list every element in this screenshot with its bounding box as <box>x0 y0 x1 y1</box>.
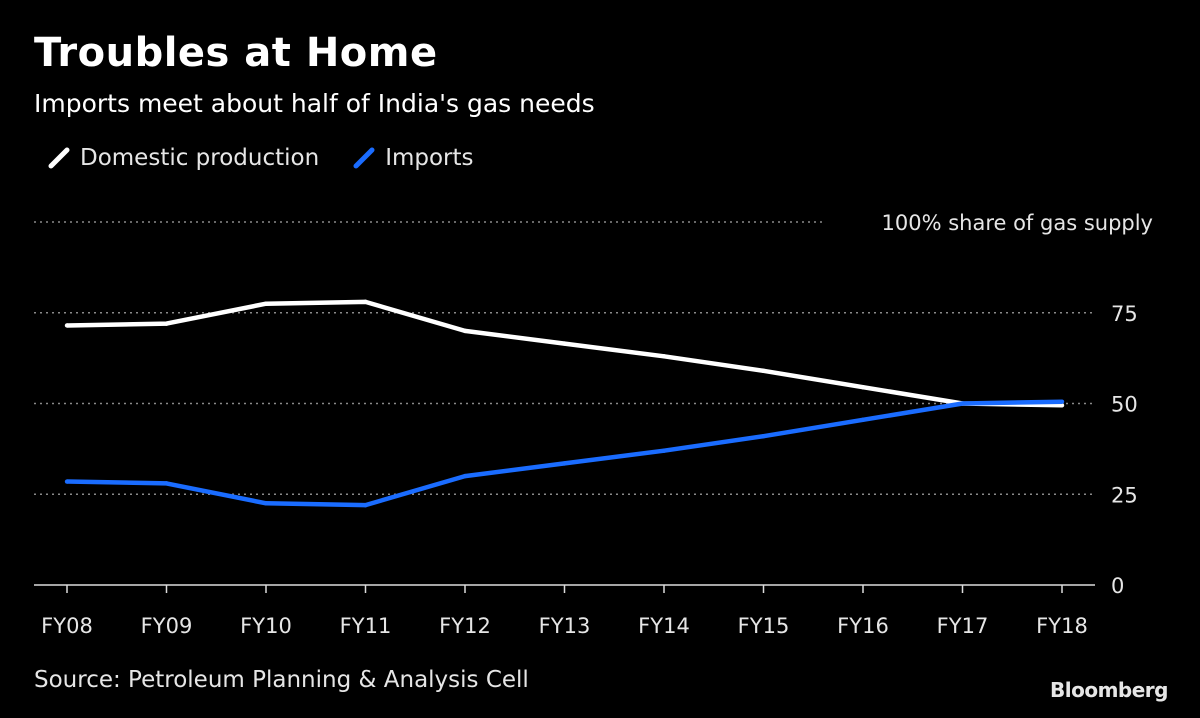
x-tick-label-FY17: FY17 <box>937 614 989 638</box>
x-tick-label-FY15: FY15 <box>738 614 790 638</box>
data-point-imports-FY09 <box>164 481 169 486</box>
series-line-imports <box>66 399 1063 508</box>
x-tick-label-FY11: FY11 <box>340 614 392 638</box>
x-tick-label-FY10: FY10 <box>240 614 292 638</box>
x-tick-label-FY16: FY16 <box>837 614 889 638</box>
data-point-imports-FY16 <box>860 417 866 423</box>
x-tick-label-FY09: FY09 <box>141 614 193 638</box>
legend-item-imports: Imports <box>353 145 474 171</box>
y-axis-label: 100% share of gas supply <box>881 211 1153 235</box>
data-point-domestic-production-FY13 <box>562 341 567 346</box>
chart-subtitle: Imports meet about half of India's gas n… <box>34 89 595 118</box>
data-point-domestic-production-FY10 <box>263 301 269 306</box>
data-point-imports-FY11 <box>363 502 368 508</box>
y-tick-label-0: 0 <box>1111 574 1124 598</box>
data-point-imports-FY18 <box>1059 399 1065 404</box>
x-tick-label-FY13: FY13 <box>539 614 591 638</box>
data-point-domestic-production-FY09 <box>164 321 169 326</box>
data-point-domestic-production-FY08 <box>64 323 70 328</box>
y-tick-label-25: 25 <box>1111 483 1138 507</box>
data-point-imports-FY15 <box>761 433 766 439</box>
x-tick-label-FY14: FY14 <box>638 614 690 638</box>
data-point-imports-FY12 <box>462 473 468 479</box>
data-point-domestic-production-FY11 <box>363 299 368 305</box>
y-tick-label-75: 75 <box>1111 302 1138 326</box>
x-tick-label-FY08: FY08 <box>41 614 93 638</box>
data-point-imports-FY14 <box>661 448 667 453</box>
data-point-domestic-production-FY18 <box>1059 403 1065 408</box>
data-point-imports-FY17 <box>960 401 965 406</box>
data-point-imports-FY08 <box>64 479 70 484</box>
legend-swatch-imports <box>353 147 375 169</box>
data-point-domestic-production-FY16 <box>860 384 866 390</box>
data-point-domestic-production-FY12 <box>462 328 468 334</box>
chart-title: Troubles at Home <box>34 30 438 76</box>
legend-swatch-domestic <box>48 147 70 169</box>
legend-label-domestic: Domestic production <box>80 145 320 171</box>
data-point-domestic-production-FY15 <box>761 368 766 374</box>
x-tick-label-FY12: FY12 <box>439 614 491 638</box>
bloomberg-logo: Bloomberg <box>1050 678 1168 702</box>
source-note: Source: Petroleum Planning & Analysis Ce… <box>34 667 529 693</box>
x-tick-label-FY18: FY18 <box>1036 614 1088 638</box>
series-line-domestic-production <box>66 299 1063 408</box>
legend-label-imports: Imports <box>385 145 474 171</box>
y-tick-label-50: 50 <box>1111 393 1138 417</box>
data-point-imports-FY10 <box>263 501 269 506</box>
data-point-domestic-production-FY14 <box>661 354 667 359</box>
legend: Domestic production Imports <box>48 145 508 171</box>
data-point-imports-FY13 <box>562 461 567 466</box>
legend-item-domestic: Domestic production <box>48 145 319 171</box>
